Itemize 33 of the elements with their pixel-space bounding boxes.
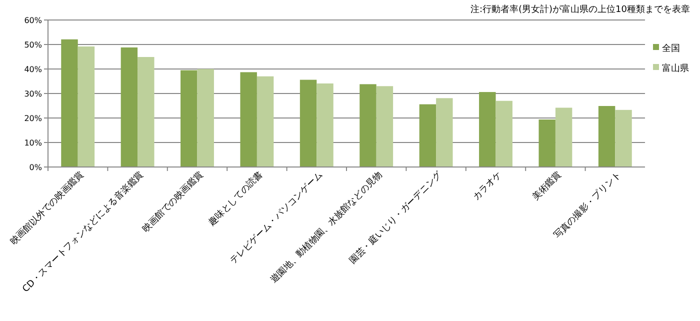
bar <box>138 56 154 167</box>
y-tick-label: 50% <box>24 40 42 50</box>
bar <box>180 70 198 167</box>
x-tick-label: 美術鑑賞 <box>530 169 564 203</box>
x-tick-label: 趣味としての読書 <box>206 169 266 228</box>
bar <box>419 104 436 167</box>
bar <box>615 110 632 167</box>
y-tick-label: 30% <box>24 90 42 98</box>
bar <box>598 106 616 167</box>
text: 注:行動者率(男女計)が富山県の上位10種類までを表章 <box>470 4 690 15</box>
bar <box>316 83 334 167</box>
bar <box>538 119 556 167</box>
bar <box>240 72 257 167</box>
y-tick-label: 40% <box>24 65 42 74</box>
bar <box>197 69 214 167</box>
bar <box>120 47 138 167</box>
y-tick-label: 20% <box>24 114 42 123</box>
bar <box>78 46 95 167</box>
legend-label: 全国 <box>662 43 680 54</box>
bar <box>436 98 453 167</box>
bar <box>300 80 317 167</box>
bar <box>61 39 78 167</box>
bar <box>496 100 512 167</box>
bar <box>479 92 496 167</box>
bar <box>376 86 394 167</box>
bar <box>256 76 274 167</box>
x-tick-label: カラオケ <box>471 170 504 203</box>
legend-label: 富山県 <box>662 63 689 74</box>
bar <box>360 84 376 167</box>
bar <box>555 108 572 167</box>
y-tick-label: 60% <box>24 16 42 25</box>
y-tick-label: 0% <box>29 163 42 172</box>
y-tick-label: 10% <box>24 138 42 148</box>
